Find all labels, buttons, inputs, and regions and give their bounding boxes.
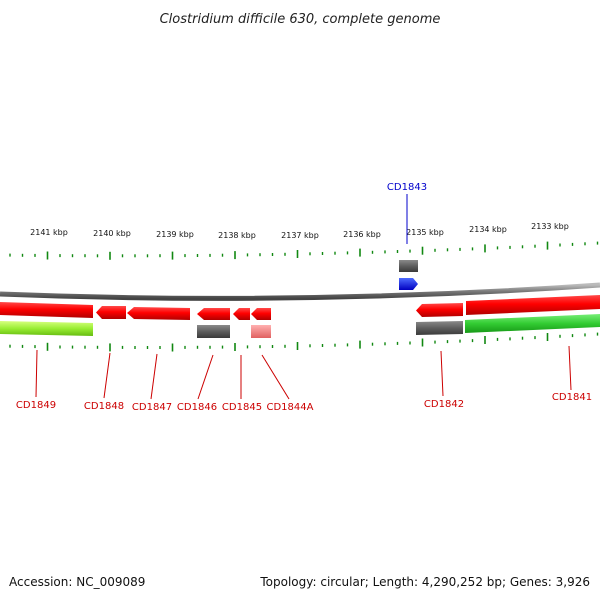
gene-label-cd1849[interactable]: CD1849 bbox=[16, 400, 56, 411]
scale-ticks-outer bbox=[9, 241, 599, 260]
scale-label: 2140 kbp bbox=[93, 229, 131, 238]
feature-bar-cd1844a[interactable] bbox=[251, 325, 271, 338]
scale-label: 2141 kbp bbox=[30, 228, 68, 237]
leader-line-cd1844a bbox=[261, 354, 290, 400]
leader-line-cd1847 bbox=[150, 353, 158, 400]
scale-label: 2135 kbp bbox=[406, 228, 444, 237]
leader-line-cd1841 bbox=[568, 345, 572, 391]
cds-arrow-cd1845[interactable] bbox=[233, 308, 250, 320]
leader-line-cd1846 bbox=[197, 354, 214, 400]
feature-bar-cd1846[interactable] bbox=[197, 325, 230, 338]
cds-track-reverse bbox=[0, 295, 600, 320]
gene-label-cd1847[interactable]: CD1847 bbox=[132, 402, 172, 413]
leader-line-cd1848 bbox=[103, 352, 111, 399]
gene-feature-cd1843-gray[interactable] bbox=[399, 260, 418, 272]
gene-label-cd1845[interactable]: CD1845 bbox=[222, 402, 262, 413]
scale-label: 2137 kbp bbox=[281, 231, 319, 240]
scale-label: 2136 kbp bbox=[343, 230, 381, 239]
feature-bar-cd1841[interactable] bbox=[465, 314, 600, 333]
cds-arrow-cd1848[interactable] bbox=[96, 306, 126, 319]
scale-ticks-inner bbox=[9, 332, 599, 352]
scale-label: 2138 kbp bbox=[218, 231, 256, 240]
scale-label: 2139 kbp bbox=[156, 230, 194, 239]
gene-label-cd1842[interactable]: CD1842 bbox=[424, 399, 464, 410]
scale-labels: 2141 kbp 2140 kbp 2139 kbp 2138 kbp 2137… bbox=[30, 222, 569, 240]
gene-label-cd1843[interactable]: CD1843 bbox=[387, 182, 427, 193]
genome-backbone bbox=[0, 282, 600, 301]
gene-label-cd1848[interactable]: CD1848 bbox=[84, 401, 124, 412]
gene-label-cd1841[interactable]: CD1841 bbox=[552, 392, 592, 403]
scale-label: 2134 kbp bbox=[469, 225, 507, 234]
feature-bar-cd1842[interactable] bbox=[416, 321, 463, 335]
label-leaders bbox=[35, 194, 572, 400]
cds-arrow-cd1844a[interactable] bbox=[251, 308, 271, 320]
cds-arrow-cd1846[interactable] bbox=[197, 308, 230, 320]
cds-arrow-cd1847[interactable] bbox=[127, 307, 190, 320]
scale-label: 2133 kbp bbox=[531, 222, 569, 231]
genome-summary-text: Topology: circular; Length: 4,290,252 bp… bbox=[259, 575, 590, 589]
cds-arrow-cd1842[interactable] bbox=[416, 303, 463, 317]
feature-track-lower bbox=[0, 314, 600, 338]
leader-line-cd1842 bbox=[440, 350, 444, 397]
cds-arrow-cd1849[interactable] bbox=[0, 302, 93, 318]
leader-line-cd1849 bbox=[35, 349, 38, 398]
feature-bar-cd1849[interactable] bbox=[0, 321, 93, 336]
accession-text: Accession: NC_009089 bbox=[9, 575, 145, 589]
gene-label-cd1846[interactable]: CD1846 bbox=[177, 402, 217, 413]
cds-arrow-cd1843[interactable] bbox=[399, 278, 418, 290]
gene-label-cd1844a[interactable]: CD1844A bbox=[267, 402, 314, 413]
map-title: Clostridium difficile 630, complete geno… bbox=[160, 12, 441, 27]
cds-arrow-cd1841[interactable] bbox=[466, 295, 600, 315]
